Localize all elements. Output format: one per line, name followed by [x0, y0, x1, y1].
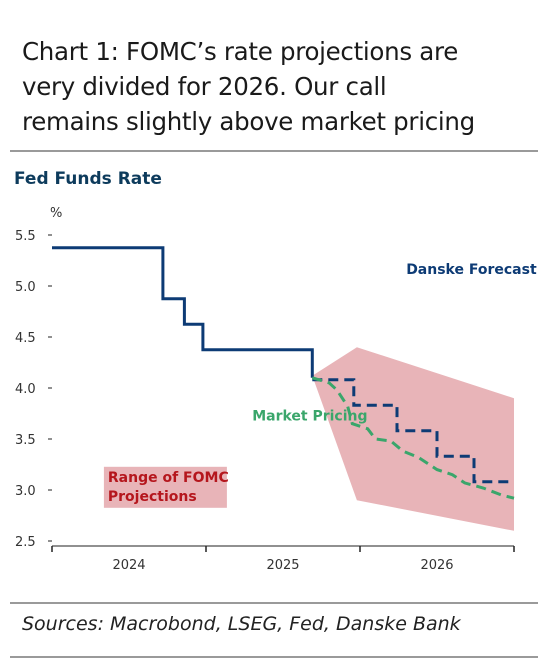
band-label-line: Range of FOMC [108, 470, 229, 486]
y-tick-label: 3.0 [15, 484, 36, 499]
annotation-danske-forecast: Danske Forecast [406, 262, 537, 278]
annotation-market-pricing: Market Pricing [252, 409, 367, 425]
title-line-2: very divided for 2026. Our call [22, 72, 387, 101]
title-line-3: remains slightly above market pricing [22, 107, 475, 136]
chart-title: Chart 1: FOMC’s rate projections are ver… [22, 34, 532, 139]
source-divider-bottom [10, 656, 538, 658]
y-tick-label: 5.5 [15, 229, 36, 244]
band-label-line: Projections [108, 489, 197, 505]
x-tick-label: 2025 [266, 558, 299, 573]
y-tick-label: 4.5 [15, 331, 36, 346]
y-tick-label: 5.0 [15, 280, 36, 295]
y-tick-label: 2.5 [15, 535, 36, 550]
chart-subtitle: Fed Funds Rate [14, 169, 162, 189]
source-divider-top [10, 602, 538, 604]
series-line-danske-forecast [312, 378, 514, 484]
band-label-background [103, 466, 227, 508]
x-tick-label: 2024 [112, 558, 145, 573]
chart-plot: Range of FOMC Projections Danske Forecast M… [15, 206, 537, 573]
y-tick-label: 4.0 [15, 382, 36, 397]
fomc-range-band [312, 347, 514, 531]
source-note: Sources: Macrobond, LSEG, Fed, Danske Ba… [22, 613, 461, 635]
series-line-history [52, 246, 314, 378]
y-axis-unit: % [50, 206, 62, 221]
top-divider [10, 150, 538, 152]
y-tick-label: 3.5 [15, 433, 36, 448]
x-tick-label: 2026 [420, 558, 453, 573]
title-line-1: Chart 1: FOMC’s rate projections are [22, 37, 458, 66]
series-line-market-pricing [311, 376, 515, 500]
